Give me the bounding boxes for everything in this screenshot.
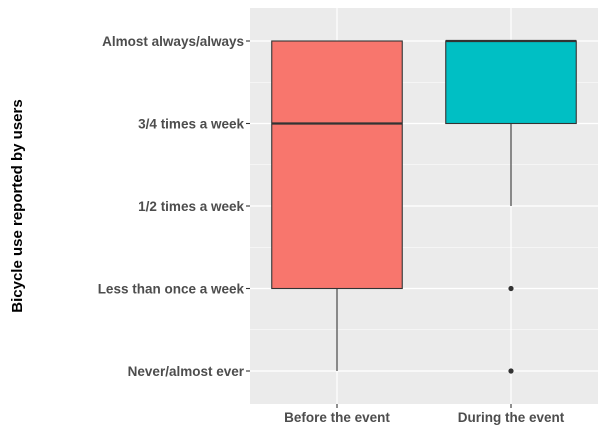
- x-tick-label: During the event: [458, 410, 565, 425]
- x-tick-label: Before the event: [284, 410, 390, 425]
- y-tick-label: 3/4 times a week: [138, 117, 244, 132]
- box-series: [271, 39, 577, 374]
- outlier-point: [508, 368, 514, 374]
- box-1: [271, 40, 403, 371]
- box-iqr: [445, 40, 577, 125]
- y-tick-label: Never/almost ever: [128, 364, 245, 379]
- x-axis: Before the event During the event: [284, 404, 565, 425]
- box-iqr: [271, 40, 403, 290]
- y-tick-label: 1/2 times a week: [138, 199, 244, 214]
- y-tick-label: Less than once a week: [98, 282, 245, 297]
- y-axis-title: Bicycle use reported by users: [9, 99, 26, 312]
- y-axis: Never/almost ever Less than once a week 1/…: [98, 34, 250, 379]
- box-2: [445, 39, 577, 374]
- outlier-point: [508, 285, 514, 292]
- y-tick-label: Almost always/always: [102, 34, 244, 49]
